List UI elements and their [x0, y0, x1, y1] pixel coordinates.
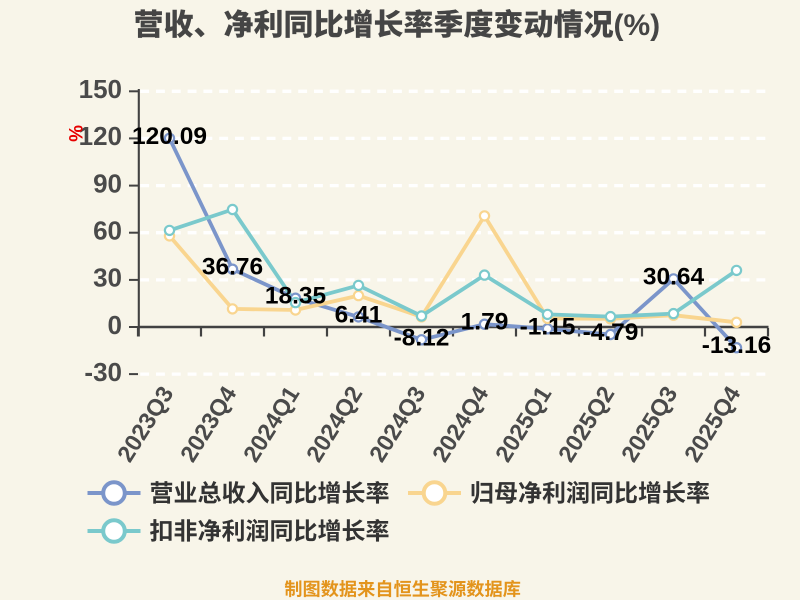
svg-text:-30: -30: [84, 357, 122, 387]
svg-text:60: 60: [93, 216, 122, 246]
svg-text:%: %: [64, 125, 85, 142]
svg-text:6.41: 6.41: [335, 301, 383, 328]
svg-text:150: 150: [79, 74, 122, 104]
svg-text:-4.79: -4.79: [583, 319, 639, 346]
svg-text:0: 0: [108, 310, 122, 340]
svg-text:-13.16: -13.16: [702, 332, 771, 359]
svg-text:(%): (%): [614, 9, 661, 42]
svg-text:36.76: 36.76: [202, 254, 263, 281]
svg-text:30.64: 30.64: [643, 263, 705, 290]
svg-text:-8.12: -8.12: [394, 324, 450, 351]
svg-text:1.79: 1.79: [461, 309, 509, 336]
svg-text:18.35: 18.35: [265, 283, 326, 310]
svg-text:120: 120: [79, 121, 122, 151]
svg-text:120.09: 120.09: [132, 123, 207, 150]
svg-text:-1.15: -1.15: [520, 313, 576, 340]
svg-text:30: 30: [93, 263, 122, 293]
svg-text:90: 90: [93, 168, 122, 198]
